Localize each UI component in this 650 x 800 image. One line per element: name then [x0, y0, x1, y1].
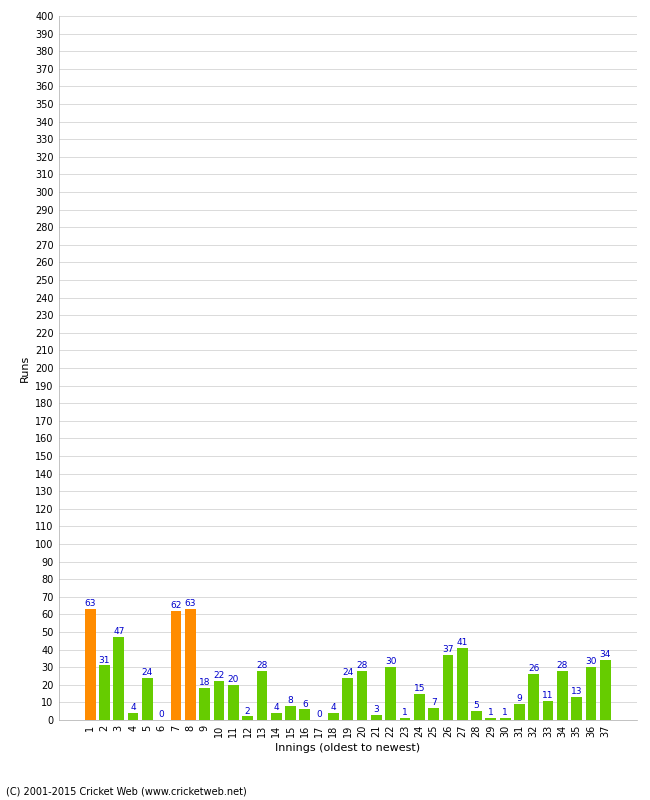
Text: 34: 34: [600, 650, 611, 659]
Bar: [185, 609, 196, 720]
Text: 20: 20: [227, 675, 239, 684]
Bar: [557, 670, 567, 720]
Text: 15: 15: [413, 684, 425, 693]
Text: 24: 24: [342, 668, 354, 677]
Bar: [343, 678, 353, 720]
Bar: [400, 718, 410, 720]
Text: 7: 7: [431, 698, 437, 707]
Bar: [171, 611, 181, 720]
Text: 9: 9: [517, 694, 523, 703]
Text: 2: 2: [245, 706, 250, 715]
Bar: [113, 638, 124, 720]
Bar: [128, 713, 138, 720]
Text: 30: 30: [385, 658, 396, 666]
Bar: [242, 717, 253, 720]
Text: 1: 1: [402, 708, 408, 718]
Text: 1: 1: [488, 708, 494, 718]
Bar: [214, 682, 224, 720]
Text: 13: 13: [571, 687, 582, 696]
Bar: [457, 648, 467, 720]
Text: 5: 5: [474, 702, 480, 710]
Bar: [271, 713, 281, 720]
Text: 62: 62: [170, 601, 182, 610]
Text: 31: 31: [99, 655, 110, 665]
Text: 63: 63: [185, 599, 196, 608]
Bar: [257, 670, 267, 720]
Text: 18: 18: [199, 678, 211, 687]
Text: 8: 8: [288, 696, 293, 705]
Text: 47: 47: [113, 627, 124, 637]
Bar: [443, 655, 453, 720]
Text: 26: 26: [528, 664, 540, 674]
Y-axis label: Runs: Runs: [20, 354, 29, 382]
Bar: [371, 714, 382, 720]
Text: 4: 4: [130, 703, 136, 712]
Text: 37: 37: [442, 645, 454, 654]
Text: 4: 4: [331, 703, 336, 712]
Text: 28: 28: [256, 661, 268, 670]
Bar: [600, 660, 611, 720]
Bar: [571, 697, 582, 720]
X-axis label: Innings (oldest to newest): Innings (oldest to newest): [275, 743, 421, 753]
Text: 6: 6: [302, 699, 307, 709]
Bar: [99, 666, 110, 720]
Text: 0: 0: [159, 710, 164, 719]
Bar: [486, 718, 496, 720]
Bar: [514, 704, 525, 720]
Bar: [528, 674, 539, 720]
Text: 22: 22: [213, 671, 225, 680]
Bar: [328, 713, 339, 720]
Text: 11: 11: [542, 690, 554, 700]
Bar: [300, 710, 310, 720]
Text: (C) 2001-2015 Cricket Web (www.cricketweb.net): (C) 2001-2015 Cricket Web (www.cricketwe…: [6, 786, 247, 796]
Bar: [543, 701, 553, 720]
Text: 3: 3: [374, 705, 379, 714]
Bar: [385, 667, 396, 720]
Bar: [200, 688, 210, 720]
Bar: [428, 708, 439, 720]
Bar: [84, 609, 96, 720]
Bar: [142, 678, 153, 720]
Bar: [500, 718, 510, 720]
Text: 28: 28: [356, 661, 368, 670]
Text: 28: 28: [556, 661, 568, 670]
Text: 63: 63: [84, 599, 96, 608]
Text: 1: 1: [502, 708, 508, 718]
Bar: [414, 694, 424, 720]
Text: 30: 30: [585, 658, 597, 666]
Text: 0: 0: [317, 710, 322, 719]
Bar: [586, 667, 597, 720]
Text: 41: 41: [456, 638, 468, 647]
Bar: [228, 685, 239, 720]
Text: 24: 24: [142, 668, 153, 677]
Bar: [285, 706, 296, 720]
Bar: [357, 670, 367, 720]
Bar: [471, 711, 482, 720]
Text: 4: 4: [274, 703, 279, 712]
